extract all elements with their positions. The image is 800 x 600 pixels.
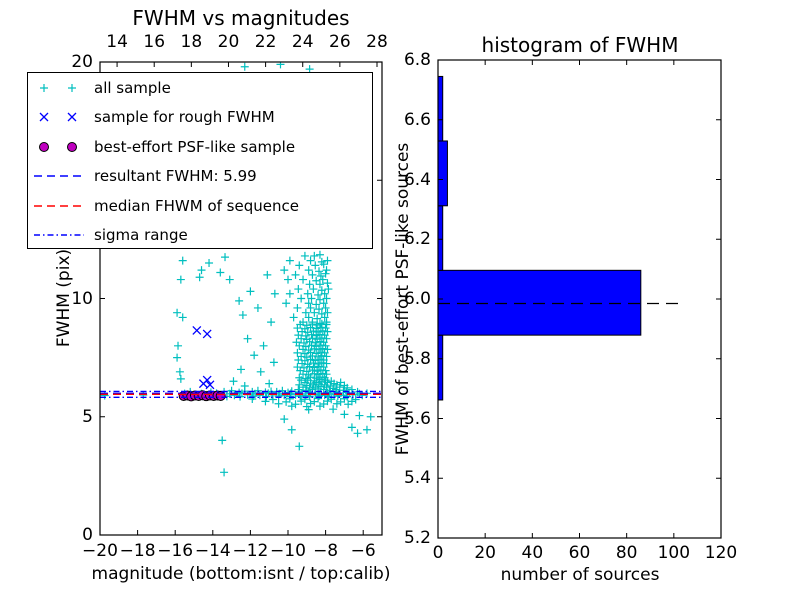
left-yaxis-tick-label: 20 bbox=[71, 52, 93, 72]
legend-entry: best-effort PSF-like sample bbox=[28, 132, 372, 162]
right-yaxis-tick-label: 5.8 bbox=[403, 348, 431, 369]
right-yaxis-tick-label: 6.4 bbox=[403, 169, 431, 190]
left-xaxis-tick-label: −10 bbox=[270, 541, 306, 561]
x-marker-icon bbox=[39, 112, 77, 122]
legend-entry: all sample bbox=[28, 73, 372, 103]
legend-label: median FHWM of sequence bbox=[94, 196, 299, 215]
right-yaxis-tick-label: 6.6 bbox=[403, 109, 431, 130]
series-circle bbox=[178, 390, 226, 402]
left-xaxis-tick-label: −6 bbox=[350, 541, 376, 561]
left-xaxis-tick-label: −18 bbox=[119, 541, 156, 561]
right-yaxis-tick-label: 5.2 bbox=[403, 528, 431, 548]
legend-entry: median FHWM of sequence bbox=[28, 191, 372, 221]
right-xaxis-tick-label: 60 bbox=[568, 543, 591, 563]
legend-entry: sigma range bbox=[28, 221, 372, 251]
right-xaxis-tick-label: 20 bbox=[474, 543, 496, 563]
right-xaxis-tick-label: 0 bbox=[432, 543, 444, 563]
top-xaxis-tick-label: 24 bbox=[291, 32, 314, 52]
legend-label: sigma range bbox=[94, 226, 188, 245]
right-xaxis-tick-label: 40 bbox=[521, 543, 544, 563]
dashed-line-icon bbox=[34, 175, 84, 177]
right-plot-title: histogram of FWHM bbox=[481, 33, 679, 57]
dashed-line-icon bbox=[34, 205, 84, 207]
left-yaxis-tick-label: 10 bbox=[71, 288, 93, 309]
series-plus bbox=[100, 62, 375, 477]
histogram-bars bbox=[438, 75, 642, 401]
left-xaxis-tick-label: −8 bbox=[313, 541, 339, 561]
left-xaxis-tick-label: −14 bbox=[194, 541, 231, 561]
legend-entry: resultant FWHM: 5.99 bbox=[28, 162, 372, 192]
left-xaxis-tick-label: −20 bbox=[82, 541, 118, 561]
top-xaxis-tick-label: 16 bbox=[143, 32, 166, 52]
left-xaxis-tick-label: −12 bbox=[232, 541, 269, 561]
dashdot-line-icon bbox=[34, 234, 84, 236]
legend-label: sample for rough FWHM bbox=[94, 108, 275, 127]
left-yaxis-tick-label: 5 bbox=[82, 406, 93, 427]
top-xaxis-tick-label: 26 bbox=[329, 32, 351, 52]
legend-label: all sample bbox=[94, 78, 171, 97]
top-xaxis-tick-label: 14 bbox=[106, 32, 128, 52]
right-yaxis-tick-label: 5.6 bbox=[403, 408, 431, 429]
left-xaxis-tick-label: −16 bbox=[157, 541, 194, 561]
top-xaxis-tick-label: 28 bbox=[366, 32, 388, 52]
top-xaxis-tick-label: 22 bbox=[254, 32, 277, 52]
right-yaxis-tick-label: 6.0 bbox=[403, 289, 431, 309]
right-xaxis-tick-label: 80 bbox=[615, 543, 638, 563]
legend-label: resultant FWHM: 5.99 bbox=[94, 167, 257, 186]
left-xaxis-label: magnitude (bottom:isnt / top:calib) bbox=[91, 564, 391, 584]
right-yaxis-tick-label: 6.2 bbox=[403, 229, 431, 250]
left-plot-title: FWHM vs magnitudes bbox=[132, 6, 350, 30]
right-xaxis-tick-label: 120 bbox=[704, 543, 738, 563]
plus-marker-icon bbox=[40, 83, 76, 92]
top-xaxis-tick-label: 20 bbox=[217, 32, 240, 52]
reference-lines bbox=[100, 390, 382, 399]
top-xaxis-tick-label: 18 bbox=[180, 32, 203, 52]
right-xaxis-label: number of sources bbox=[500, 565, 660, 585]
right-yaxis-tick-label: 6.8 bbox=[403, 50, 431, 70]
legend: all sample sample for rough FWHM best-effo… bbox=[27, 72, 373, 249]
right-yaxis-tick-label: 5.4 bbox=[403, 468, 431, 489]
legend-label: best-effort PSF-like sample bbox=[94, 137, 296, 156]
right-xaxis-tick-label: 100 bbox=[657, 543, 691, 563]
legend-entry: sample for rough FWHM bbox=[28, 103, 372, 133]
circle-marker-icon bbox=[39, 141, 77, 152]
left-yaxis-tick-label: 0 bbox=[82, 525, 93, 545]
